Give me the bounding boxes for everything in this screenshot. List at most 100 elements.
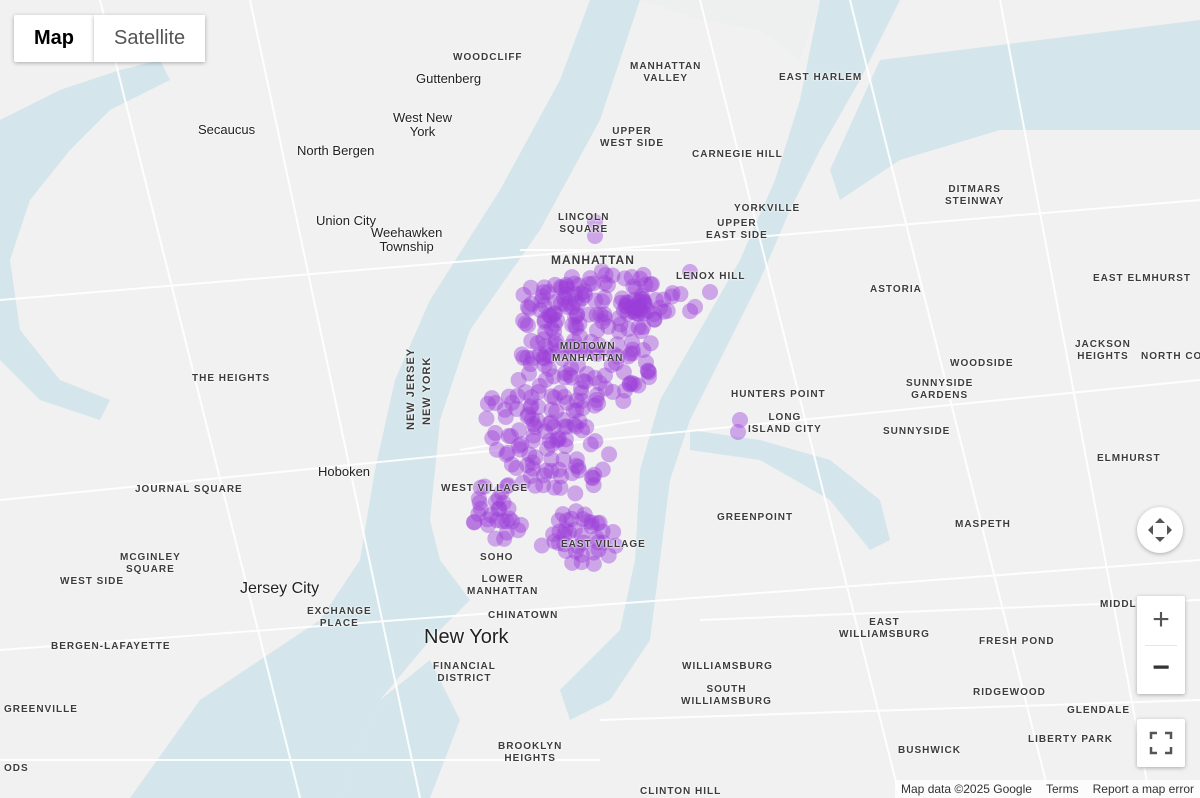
heat-point [655,291,672,308]
heat-point [570,458,587,475]
heat-point [564,465,581,482]
heat-point [583,514,600,531]
heat-point [633,287,650,304]
heat-point [487,395,504,412]
heat-point [513,346,530,363]
heat-point [589,515,606,532]
label-neighborhood: LONG ISLAND CITY [748,412,822,435]
zoom-out-button[interactable]: − [1152,651,1170,684]
heat-point [558,512,575,529]
heat-point [522,279,539,296]
heat-point [560,524,577,541]
heat-point [640,369,657,386]
label-new-york-state: NEW YORK [421,356,433,425]
terms-link[interactable]: Terms [1045,782,1079,796]
label-neighborhood: WEST VILLAGE [441,483,528,494]
heat-point [609,348,626,365]
heat-point [573,554,590,571]
east-river [560,0,900,720]
heat-point [637,354,654,371]
label-neighborhood: LIBERTY PARK [1028,734,1113,745]
heat-point [564,339,581,356]
heat-point [544,308,561,325]
label-hoboken: Hoboken [318,464,371,479]
heat-point [567,543,584,560]
heat-point [664,285,681,302]
camera-control-button[interactable] [1137,507,1183,553]
heat-point [558,276,575,293]
heat-point [504,513,521,530]
heat-point [543,436,560,453]
heat-point [586,369,603,386]
map-type-satellite-button[interactable]: Satellite [94,15,206,62]
hackensack-river [0,60,170,420]
heat-point [546,305,563,322]
heat-point [491,500,508,517]
heat-point [494,513,511,530]
map-type-control: Map Satellite [14,15,206,62]
zoom-in-button[interactable]: + [1152,603,1170,636]
heat-point [622,345,639,362]
label-neighborhood: EAST WILLIAMSBURG [839,617,930,640]
heat-point [626,376,643,393]
report-error-link[interactable]: Report a map error [1092,782,1194,796]
label-neighborhood: YORKVILLE [734,203,801,214]
heat-point [568,451,585,468]
heat-point [590,541,607,558]
heat-point [563,510,580,527]
heat-point [626,303,643,320]
heat-point [508,400,525,417]
heat-point [578,365,595,382]
heat-point [636,294,653,311]
heat-point [495,495,512,512]
heat-point [553,280,570,297]
heat-point [554,506,571,523]
heat-point [578,419,595,436]
heat-point [535,349,552,366]
heat-point [686,298,703,315]
east-river-upper [830,20,1200,200]
heat-point [623,299,640,316]
heat-point [630,377,647,394]
label-neighborhood: ODS [4,763,29,774]
heat-point [663,288,680,305]
heat-point [493,484,510,501]
heat-point [519,408,536,425]
heat-point [583,469,600,486]
heat-point [524,411,541,428]
label-secaucus: Secaucus [198,122,256,137]
heat-point [596,309,613,326]
heat-point [490,490,507,507]
label-west-new-york: West New York [393,110,452,139]
heat-point [471,494,488,511]
heat-point [543,414,560,431]
heat-point [620,348,637,365]
fullscreen-button[interactable] [1137,719,1185,767]
heat-point [552,295,569,312]
heat-point [585,275,602,292]
newtown-creek [690,430,890,550]
heat-point [524,454,541,471]
heat-point [580,306,597,323]
heat-point [635,341,652,358]
heat-point [499,478,516,495]
heat-point [517,315,534,332]
heat-point [607,354,624,371]
heat-point [557,521,574,538]
heat-point [517,384,534,401]
heat-point [590,534,607,551]
heat-point [554,350,571,367]
heat-point [519,349,536,366]
heat-point [633,303,650,320]
label-manhattan: MANHATTAN [551,253,635,267]
label-neighborhood: GREENVILLE [4,704,78,715]
heat-point [588,529,605,546]
heat-point [500,500,517,517]
heat-point [619,294,636,311]
map-type-map-button[interactable]: Map [14,15,94,62]
heat-point [552,468,569,485]
heat-point [548,332,565,349]
heat-point [623,333,640,350]
